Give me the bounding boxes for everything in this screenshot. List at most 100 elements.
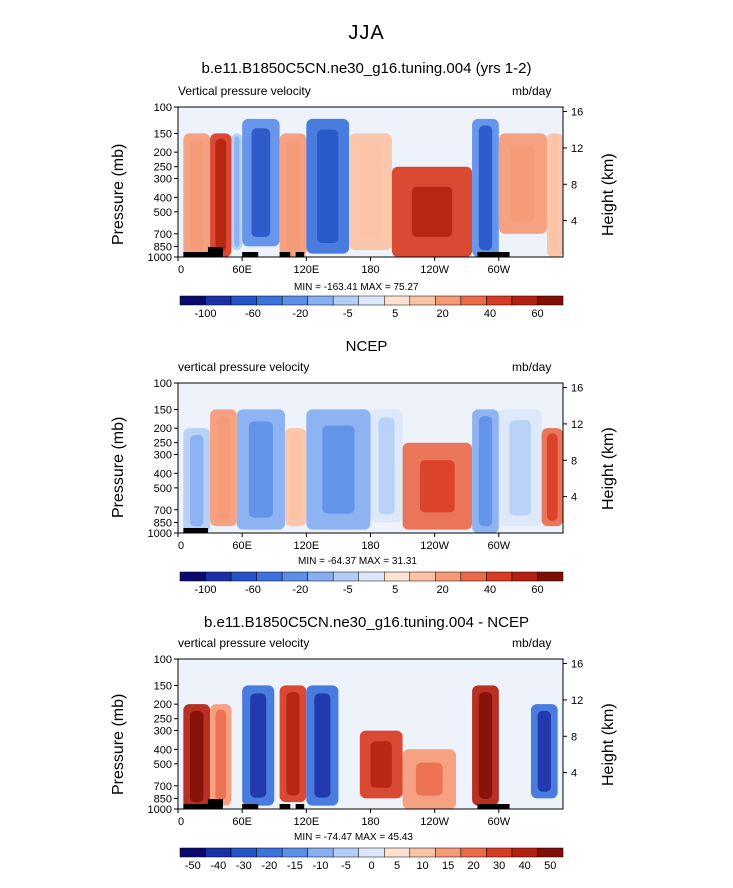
panel-1-colorbar-swatch (537, 295, 564, 306)
panel-2-height-tick-label: 8 (571, 455, 577, 467)
panel-1-colorbar-swatch (486, 295, 513, 306)
panel-3-field-core (286, 692, 300, 796)
panel-1-height-tick-label: 16 (571, 107, 583, 119)
panel-3-field-core (370, 741, 392, 788)
panel-2-height-tick-label: 12 (571, 419, 583, 431)
panel-1-field-core (286, 140, 300, 251)
panel-1-colorbar-label: 40 (484, 308, 496, 320)
panel-3-lon-tick-label: 60E (232, 816, 252, 828)
panel-3-topography (183, 804, 208, 809)
panel-1-field-core (190, 140, 204, 251)
panel-1-field-core (317, 129, 339, 243)
panel-2-pressure-tick-label: 150 (154, 404, 172, 416)
panel-1-colorbar-swatch (205, 295, 232, 306)
panel-2-pressure-tick-label: 1000 (148, 528, 172, 540)
panel-3-field-core (215, 709, 227, 801)
panel-3-field-core (190, 710, 204, 803)
panel-2-topography (183, 528, 208, 533)
panel-1-field-core (411, 186, 453, 237)
panel-2-lon-tick-label: 60W (488, 540, 511, 552)
panel-2-lon-tick-label: 60E (232, 540, 252, 552)
panel-3-lon-tick-label: 120E (293, 816, 319, 828)
panel-1-field-core (234, 136, 240, 248)
panel-1-colorbar-label: 20 (437, 308, 449, 320)
panel-3-lon-tick-label: 120W (420, 816, 449, 828)
panel-2-colorbar-label: 5 (392, 584, 398, 596)
panel-2-colorbar-swatch (511, 571, 538, 582)
panel-1-pressure-tick-label: 700 (154, 229, 172, 241)
panel-1-field-core (510, 145, 535, 222)
panel-2-colorbar-swatch (409, 571, 436, 582)
panel-3-topography (477, 804, 510, 809)
panel-3-title: b.e11.B1850C5CN.ne30_g16.tuning.004 - NC… (204, 614, 529, 631)
panel-2-colorbar-label: -20 (292, 584, 308, 596)
panel-3-colorbar-label: -15 (287, 860, 303, 872)
panel-2-colorbar-label: 40 (484, 584, 496, 596)
panel-2-colorbar-label: 60 (531, 584, 543, 596)
panel-1-colorbar-label: -5 (343, 308, 353, 320)
panel-1-lon-tick-label: 180 (361, 264, 379, 276)
panel-2-variable-label: vertical pressure velocity (178, 360, 310, 374)
panel-2-units-label: mb/day (512, 360, 552, 374)
panel-3-colorbar-swatch (435, 847, 462, 858)
panel-1-height-tick-label: 8 (571, 179, 577, 191)
panel-1-colorbar-swatch (281, 295, 308, 306)
panel-3-units-label: mb/day (512, 636, 552, 650)
panel-3-lon-tick-label: 0 (178, 816, 184, 828)
panel-3-colorbar-label: 50 (544, 860, 556, 872)
panel-2-pressure-tick-label: 250 (154, 438, 172, 450)
panel-3-colorbar-label: 20 (468, 860, 480, 872)
panel-1-stats: MIN = -163.41 MAX = 75.27 (294, 282, 419, 293)
panel-2-colorbar-swatch (460, 571, 487, 582)
panel-2-field-core (190, 434, 204, 527)
panel-1-colorbar-swatch (230, 295, 257, 306)
panel-1-pressure-tick-label: 150 (154, 128, 172, 140)
panel-1-topography (183, 252, 208, 257)
panel-3-topography (295, 804, 305, 809)
panel-3-colorbar-label: -20 (261, 860, 277, 872)
panel-2-field-core (478, 416, 493, 527)
panel-3-height-tick-label: 4 (571, 768, 577, 780)
panel-1-field-core (478, 125, 493, 251)
panel-2-field-core (509, 420, 531, 516)
panel-3-colorbar-swatch (281, 847, 308, 858)
panel-2-field-core (290, 433, 301, 521)
panel-2-pressure-tick-label: 200 (154, 423, 172, 435)
panel-3-colorbar-label: 40 (519, 860, 531, 872)
panel-1-height-tick-label: 4 (571, 216, 577, 228)
panel-3-pressure-tick-label: 850 (154, 793, 172, 805)
panel-1-colorbar-swatch (332, 295, 359, 306)
panel-1-pressure-tick-label: 500 (154, 207, 172, 219)
panel-1-pressure-tick-label: 300 (154, 174, 172, 186)
panel-1-colorbar-label: 60 (531, 308, 543, 320)
panel-2-colorbar-swatch (281, 571, 308, 582)
panel-3-colorbar-swatch (256, 847, 283, 858)
panel-1-colorbar-label: 5 (392, 308, 398, 320)
panel-3-field-core (314, 693, 331, 798)
panel-2-colorbar-label: -5 (343, 584, 353, 596)
panel-2-pressure-tick-label: 300 (154, 450, 172, 462)
panel-2-colorbar-swatch (486, 571, 513, 582)
panel-2-colorbar-swatch (256, 571, 283, 582)
panel-3-colorbar-label: 30 (493, 860, 505, 872)
panel-3-pressure-tick-label: 1000 (148, 804, 172, 816)
panel-3-colorbar-swatch (205, 847, 232, 858)
panel-2-field-core (322, 425, 355, 514)
panel-2-lon-tick-label: 120E (293, 540, 319, 552)
panel-3-lon-tick-label: 60W (488, 816, 511, 828)
panel-3-colorbar-label: -5 (341, 860, 351, 872)
panel-2-pressure-tick-label: 100 (154, 378, 172, 390)
panel-3-pressure-tick-label: 200 (154, 699, 172, 711)
panel-2-colorbar-swatch (332, 571, 359, 582)
panel-3-field-core (537, 710, 551, 792)
panel-3-topography (279, 804, 291, 809)
panel-3-colorbar-label: 5 (394, 860, 400, 872)
panel-3-colorbar-label: -10 (312, 860, 328, 872)
panel-1-pressure-tick-label: 1000 (148, 252, 172, 264)
panel-2-colorbar-swatch (307, 571, 334, 582)
panel-1-pressure-tick-label: 100 (154, 102, 172, 114)
panel-3-pressure-tick-label: 300 (154, 726, 172, 738)
panel-3-pressure-tick-label: 400 (154, 744, 172, 756)
panel-1-title: b.e11.B1850C5CN.ne30_g16.tuning.004 (yrs… (201, 60, 532, 77)
panel-1-height-tick-label: 12 (571, 143, 583, 155)
